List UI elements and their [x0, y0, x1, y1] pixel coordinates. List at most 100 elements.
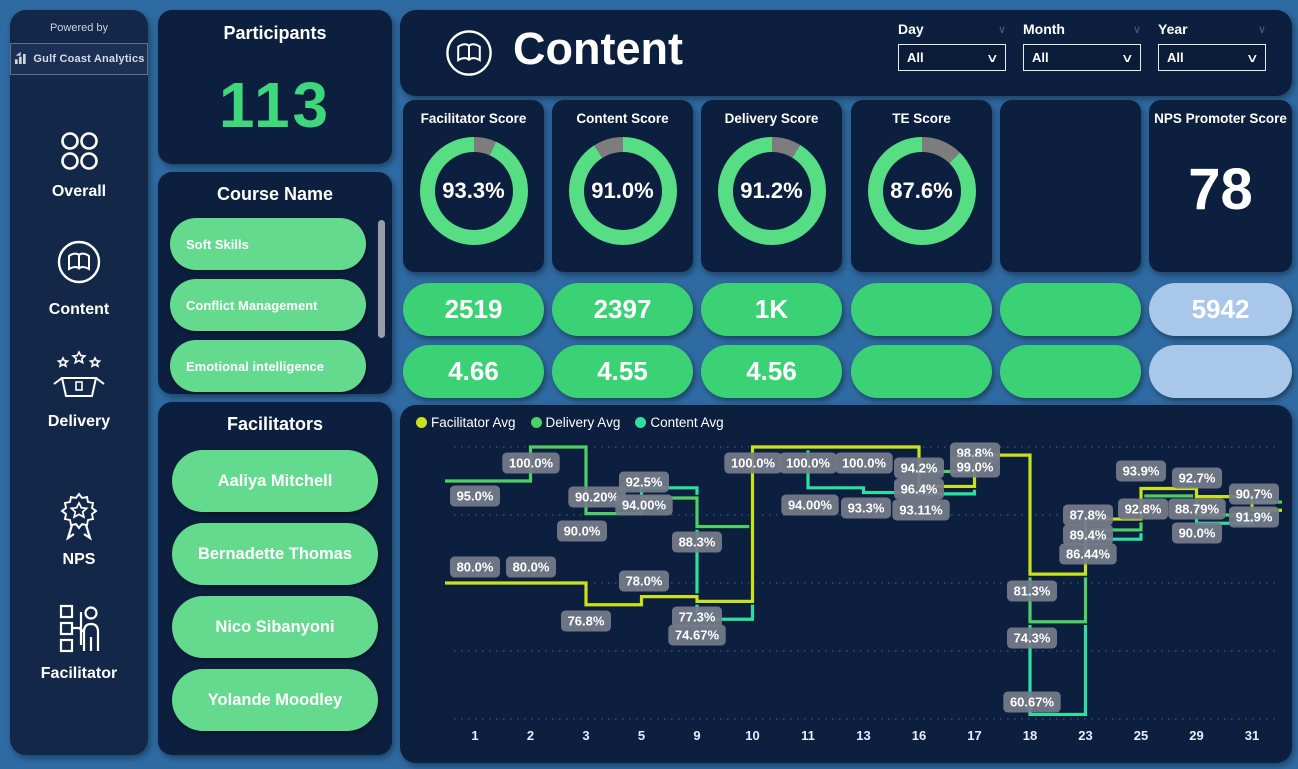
x-axis-tick: 11 — [801, 728, 815, 743]
book-circle-icon — [442, 26, 496, 85]
metric-pill: 4.56 — [701, 345, 842, 398]
facilitator-item-yolande-moodley[interactable]: Yolande Moodley — [172, 669, 378, 731]
kpi-title: Content Score — [576, 111, 669, 126]
sidebar-item-content[interactable]: Content — [10, 232, 148, 319]
metric-pill: 2397 — [552, 283, 693, 336]
page-title: Content — [513, 23, 683, 74]
data-label-bg — [1172, 467, 1222, 489]
month-filter-label: Month — [1023, 21, 1065, 37]
data-label-bg — [1168, 498, 1226, 520]
facilitator-item-nico-sibanyoni[interactable]: Nico Sibanyoni — [172, 596, 378, 658]
course-item-conflict-management[interactable]: Conflict Management — [170, 279, 366, 331]
data-label: 94.2% — [901, 461, 938, 476]
data-label: 93.11% — [899, 503, 943, 518]
course-item-label: Conflict Management — [186, 297, 318, 313]
legend-item[interactable]: Facilitator Avg — [416, 415, 516, 430]
book-circle-icon — [10, 232, 148, 292]
data-label: 60.67% — [1010, 695, 1055, 710]
data-label: 100.0% — [786, 456, 831, 471]
donut-value: 93.3% — [442, 178, 505, 203]
sidebar-item-label: Content — [48, 301, 110, 318]
metric-pill — [1149, 345, 1292, 398]
facilitator-item-aaliya-mitchell[interactable]: Aaliya Mitchell — [172, 450, 378, 512]
data-label-bg — [724, 452, 782, 474]
kpi-title: TE Score — [892, 111, 951, 126]
kpi-title: Delivery Score — [724, 111, 819, 126]
year-filter-label: Year — [1158, 21, 1188, 37]
data-label: 74.67% — [675, 628, 720, 643]
data-label-bg — [779, 452, 837, 474]
data-label-bg — [894, 478, 944, 500]
participants-value: 113 — [218, 69, 332, 141]
metric-pill-value: 2519 — [444, 294, 503, 324]
sidebar-item-delivery[interactable]: Delivery — [10, 348, 148, 431]
chevron-down-icon: ∨ — [1246, 50, 1260, 65]
sidebar-item-overall[interactable]: Overall — [10, 128, 148, 201]
sidebar-item-nps[interactable]: NPS — [10, 488, 148, 569]
legend-label: Content Avg — [650, 415, 724, 430]
data-label: 88.79% — [1175, 502, 1220, 517]
metric-pill — [1000, 283, 1141, 336]
course-list-scrollbar[interactable] — [378, 220, 385, 338]
course-item-label: Soft Skills — [186, 236, 249, 252]
grid-icon — [10, 128, 148, 174]
metric-pill-value: 4.55 — [597, 356, 648, 386]
data-label: 100.0% — [842, 456, 887, 471]
daily-scores-chart-card: Facilitator Avg Delivery Avg Content Avg 1… — [400, 405, 1292, 763]
metric-pill-value: 1K — [754, 294, 789, 324]
chart-legend: Facilitator Avg Delivery Avg Content Avg — [416, 415, 724, 430]
month-filter-value: All — [1032, 50, 1049, 65]
data-label: 93.9% — [1123, 464, 1160, 479]
participants-card: Participants 113 — [158, 10, 392, 164]
data-label: 96.4% — [901, 482, 938, 497]
sidebar-item-label: Facilitator — [40, 665, 118, 682]
course-filter-title: Course Name — [216, 184, 334, 204]
sidebar-item-label: Delivery — [47, 413, 111, 430]
x-axis-tick: 10 — [745, 728, 759, 743]
x-axis-tick: 9 — [693, 728, 700, 743]
chevron-down-icon: ∨ — [986, 50, 1000, 65]
month-filter-dropdown[interactable]: All ∨ — [1023, 44, 1141, 71]
step-chart[interactable]: 1 2 3 5 9 10 11 13 16 17 18 23 25 29 3195.0%100.0%80.0… — [400, 405, 1292, 763]
data-label: 86.44% — [1066, 547, 1111, 562]
day-filter-dropdown[interactable]: All ∨ — [898, 44, 1006, 71]
legend-label: Facilitator Avg — [431, 415, 516, 430]
data-label: 92.8% — [1125, 502, 1162, 517]
year-filter-dropdown[interactable]: All ∨ — [1158, 44, 1266, 71]
facilitator-item-label: Bernadette Thomas — [197, 544, 353, 563]
metric-pill: 1K — [701, 283, 842, 336]
facilitator-score-donut: 93.3% — [419, 137, 528, 245]
data-label-bg — [568, 486, 626, 508]
data-label-bg — [1063, 504, 1113, 526]
chevron-down-icon[interactable]: ∨ — [1257, 23, 1266, 36]
facilitator-item-bernadette-thomas[interactable]: Bernadette Thomas — [172, 523, 378, 585]
year-filter-value: All — [1167, 50, 1184, 65]
chevron-down-icon[interactable]: ∨ — [1132, 23, 1141, 36]
legend-item[interactable]: Content Avg — [635, 415, 724, 430]
data-label-bg — [615, 494, 673, 516]
x-axis-tick: 16 — [912, 728, 926, 743]
data-label-bg — [672, 606, 722, 628]
data-label: 100.0% — [731, 456, 776, 471]
legend-dot — [635, 417, 647, 428]
chevron-down-icon: ∨ — [1121, 50, 1135, 65]
data-label-bg — [506, 556, 556, 578]
data-label-bg — [835, 452, 893, 474]
data-label-bg — [1172, 522, 1222, 544]
x-axis-tick: 31 — [1245, 728, 1259, 743]
legend-item[interactable]: Delivery Avg — [530, 415, 620, 430]
year-filter: Year ∨ All ∨ — [1158, 21, 1266, 71]
x-axis-tick: 13 — [856, 728, 870, 743]
month-filter: Month ∨ All ∨ — [1023, 21, 1141, 71]
day-filter-label: Day — [898, 21, 924, 37]
data-label: 90.0% — [564, 524, 601, 539]
course-item-emotional-intelligence[interactable]: Emotional intelligence — [170, 340, 366, 392]
course-item-soft-skills[interactable]: Soft Skills — [170, 218, 366, 270]
data-label-bg — [1116, 460, 1166, 482]
data-label: 88.3% — [679, 535, 716, 550]
data-label-bg — [1229, 506, 1279, 528]
sidebar-item-label: NPS — [62, 551, 96, 568]
data-label-bg — [668, 624, 726, 646]
sidebar-item-facilitator[interactable]: Facilitator — [10, 602, 148, 683]
chevron-down-icon[interactable]: ∨ — [997, 23, 1006, 36]
